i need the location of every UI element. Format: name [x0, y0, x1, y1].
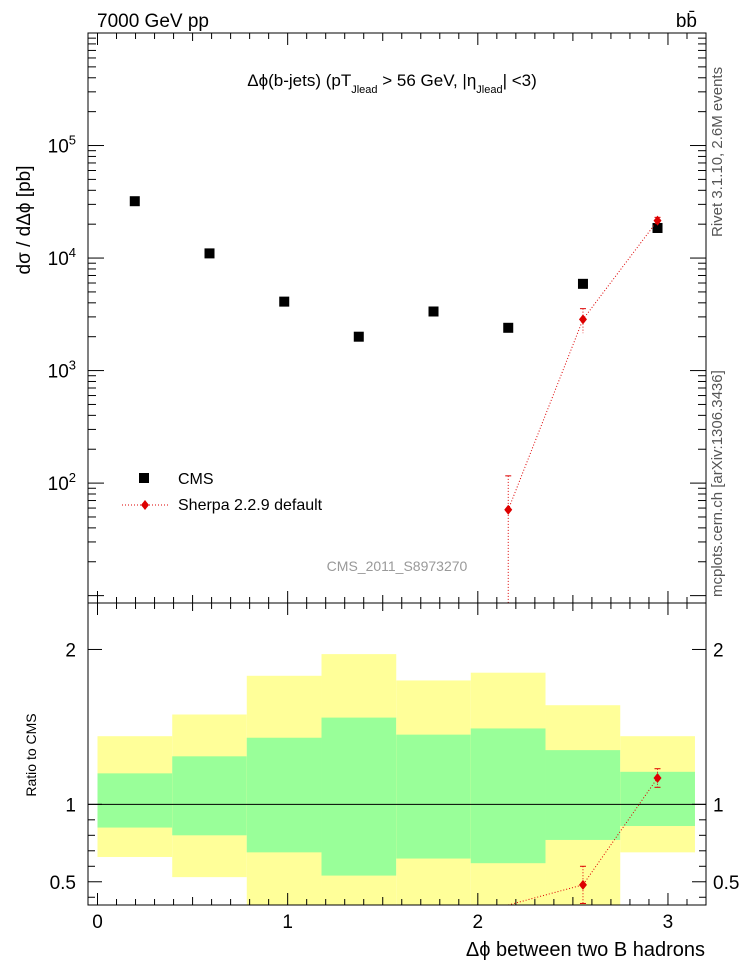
cms-data-point — [652, 222, 663, 233]
process-label: bb̄ — [676, 11, 697, 32]
main-frame — [87, 32, 707, 604]
ratio-panel: 0 1 2 3 0.5 0.5 1 1 2 2 Ratio to CMS Δϕ between t… — [23, 602, 740, 961]
inner-uncertainty-band — [321, 717, 397, 876]
inner-uncertainty-band — [396, 734, 471, 859]
rivet-label: Rivet 3.1.10, 2.6M events — [709, 67, 726, 237]
ratio-data-point — [653, 773, 662, 784]
inner-uncertainty-band — [470, 728, 546, 864]
ratio-y-tick-label-right: 2 — [713, 640, 724, 661]
main-ytick-labels: 102 103 104 105 — [48, 133, 76, 496]
x-tick-label: 1 — [282, 912, 293, 933]
ratio-bands — [97, 654, 695, 905]
main-title: Δϕ(b-jets) (pTJlead > 56 GeV, |ηJlead| <… — [247, 71, 537, 96]
cms-data-point — [204, 248, 215, 259]
cms-data-point — [577, 278, 588, 289]
x-tick-label: 2 — [473, 912, 484, 933]
main-y-tick-label: 103 — [48, 358, 76, 383]
ratio-frame — [87, 602, 707, 906]
legend-cms-marker — [139, 473, 149, 483]
cms-data-point — [279, 296, 290, 307]
cms-data-point — [428, 306, 439, 317]
mcplots-label: mcplots.cern.ch [arXiv:1306.3436] — [709, 370, 726, 597]
main-data-layer — [129, 196, 663, 603]
ratio-y-tick-label: 1 — [65, 795, 76, 816]
inner-uncertainty-band — [246, 737, 322, 853]
x-tick-label: 3 — [663, 912, 674, 933]
inner-uncertainty-band — [97, 773, 173, 828]
ratio-y-tick-label: 0.5 — [50, 873, 76, 894]
legend-sherpa-marker — [141, 500, 149, 510]
inner-uncertainty-band — [172, 756, 247, 836]
main-y-axis-label: dσ / dΔϕ [pb] — [14, 166, 35, 275]
main-panel: 102 103 104 105 Δϕ(b-jets) (pTJlead > 56 Ge… — [14, 32, 707, 604]
sherpa-data-point — [504, 504, 513, 515]
sherpa-line — [507, 220, 658, 510]
ratio-ticks — [88, 603, 706, 905]
ratio-y-tick-label: 2 — [65, 640, 76, 661]
sherpa-data-point — [653, 215, 662, 226]
cms-data-point — [503, 322, 514, 333]
cms-data-point — [353, 331, 364, 342]
main-y-tick-label: 104 — [48, 245, 76, 270]
legend-cms-label: CMS — [178, 471, 214, 488]
ratio-y-tick-label-right: 0.5 — [713, 873, 739, 894]
ratio-y-axis-label: Ratio to CMS — [23, 713, 39, 796]
main-y-tick-label: 102 — [48, 470, 76, 495]
ratio-data-layer — [508, 768, 662, 906]
x-axis-label: Δϕ between two B hadrons — [466, 939, 705, 961]
sherpa-data-point — [578, 314, 587, 325]
energy-label: 7000 GeV pp — [97, 11, 209, 32]
x-tick-label: 0 — [92, 912, 103, 933]
cms-data-point — [129, 196, 140, 207]
ratio-y-tick-label-right: 1 — [713, 795, 724, 816]
ratio-data-point — [578, 879, 587, 890]
legend: CMS Sherpa 2.2.9 default — [122, 471, 323, 514]
main-y-tick-label: 105 — [48, 133, 76, 158]
inner-uncertainty-band — [545, 750, 621, 840]
ratio-tick-labels: 0 1 2 3 0.5 0.5 1 1 2 2 — [50, 640, 740, 933]
main-ticks — [88, 32, 706, 603]
legend-sherpa-label: Sherpa 2.2.9 default — [178, 497, 323, 514]
watermark: CMS_2011_S8973270 — [327, 558, 468, 574]
